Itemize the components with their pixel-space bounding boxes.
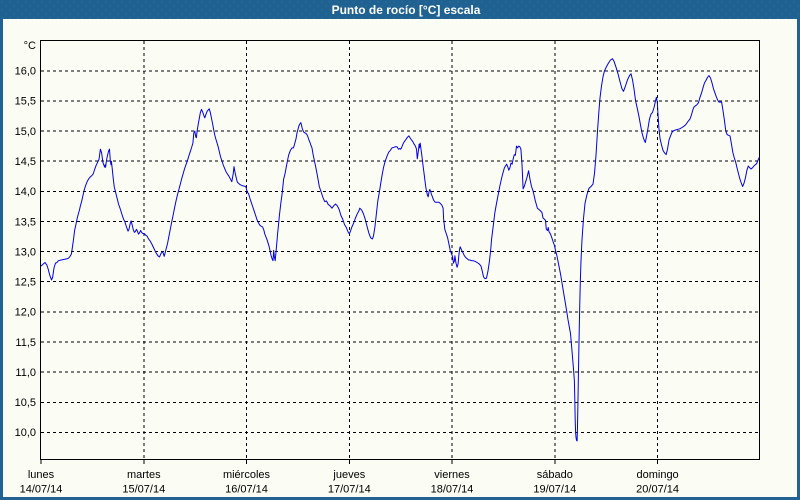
- svg-text:Punto de rocío [°C] escala: Punto de rocío [°C] escala: [332, 3, 481, 17]
- svg-text:11,0: 11,0: [15, 367, 36, 379]
- svg-text:lunes: lunes: [28, 469, 55, 481]
- svg-text:sábado: sábado: [537, 469, 573, 481]
- svg-text:jueves: jueves: [332, 469, 365, 481]
- svg-text:15/07/14: 15/07/14: [122, 484, 165, 496]
- svg-text:13,0: 13,0: [15, 246, 36, 258]
- svg-text:14,5: 14,5: [15, 156, 36, 168]
- svg-text:18/07/14: 18/07/14: [431, 484, 474, 496]
- svg-text:20/07/14: 20/07/14: [636, 484, 679, 496]
- svg-text:12,0: 12,0: [15, 307, 36, 319]
- svg-text:10,5: 10,5: [15, 397, 36, 409]
- svg-text:16/07/14: 16/07/14: [225, 484, 268, 496]
- svg-text:14/07/14: 14/07/14: [20, 484, 63, 496]
- svg-text:viernes: viernes: [434, 469, 470, 481]
- svg-text:miércoles: miércoles: [223, 469, 271, 481]
- svg-text:13,5: 13,5: [15, 216, 36, 228]
- svg-text:14,0: 14,0: [15, 186, 36, 198]
- svg-text:17/07/14: 17/07/14: [328, 484, 371, 496]
- svg-text:10,0: 10,0: [15, 427, 36, 439]
- svg-text:19/07/14: 19/07/14: [533, 484, 576, 496]
- svg-text:15,0: 15,0: [15, 126, 36, 138]
- svg-text:12,5: 12,5: [15, 277, 36, 289]
- svg-text:15,5: 15,5: [15, 96, 36, 108]
- svg-text:martes: martes: [127, 469, 161, 481]
- svg-text:°C: °C: [24, 40, 36, 52]
- svg-text:11,5: 11,5: [15, 337, 36, 349]
- svg-text:domingo: domingo: [636, 469, 678, 481]
- svg-text:16,0: 16,0: [15, 66, 36, 78]
